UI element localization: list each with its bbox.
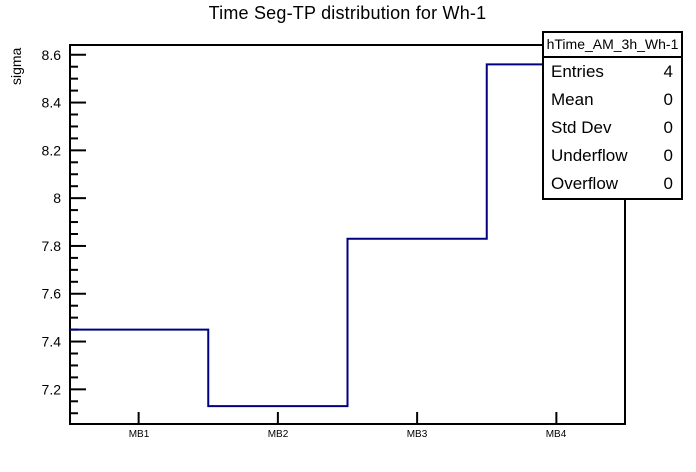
x-tick-label-mb3: MB3 <box>406 429 428 440</box>
stats-row-overflow: Overflow 0 <box>544 170 681 198</box>
stats-value-mean: 0 <box>663 90 673 109</box>
x-tick-label-mb2: MB2 <box>267 429 289 440</box>
x-tick-label-mb4: MB4 <box>545 429 567 440</box>
y-tick-label: 8.6 <box>42 47 62 63</box>
y-tick-label: 7.6 <box>42 286 62 302</box>
stats-label-stddev: Std Dev <box>551 118 612 137</box>
y-tick-label: 7.4 <box>42 334 62 350</box>
stats-rows: Entries 4 Mean 0 Std Dev 0 Underflow 0 O… <box>544 58 681 198</box>
stats-label-entries: Entries <box>551 62 604 81</box>
stats-row-stddev: Std Dev 0 <box>544 114 681 142</box>
y-tick-label: 8 <box>53 190 61 206</box>
chart-title: Time Seg-TP distribution for Wh-1 <box>208 3 487 23</box>
stats-value-overflow: 0 <box>663 174 673 193</box>
x-tick-label-mb1: MB1 <box>128 429 150 440</box>
stats-label-mean: Mean <box>551 90 594 109</box>
y-tick-label: 7.8 <box>42 238 62 254</box>
stats-label-overflow: Overflow <box>551 174 619 193</box>
stats-row-underflow: Underflow 0 <box>544 142 681 170</box>
stats-box: hTime_AM_3h_Wh-1 Entries 4 Mean 0 Std De… <box>542 31 683 200</box>
stats-value-entries: 4 <box>663 62 673 81</box>
stats-row-mean: Mean 0 <box>544 86 681 114</box>
stats-value-underflow: 0 <box>663 146 673 165</box>
stats-label-underflow: Underflow <box>551 146 628 165</box>
y-tick-label: 8.4 <box>42 95 62 111</box>
y-axis-label: sigma <box>8 47 24 85</box>
stats-value-stddev: 0 <box>663 118 673 137</box>
y-tick-label: 8.2 <box>42 142 62 158</box>
y-tick-label: 7.2 <box>42 381 62 397</box>
stats-box-title: hTime_AM_3h_Wh-1 <box>544 33 681 58</box>
stats-row-entries: Entries 4 <box>544 58 681 86</box>
